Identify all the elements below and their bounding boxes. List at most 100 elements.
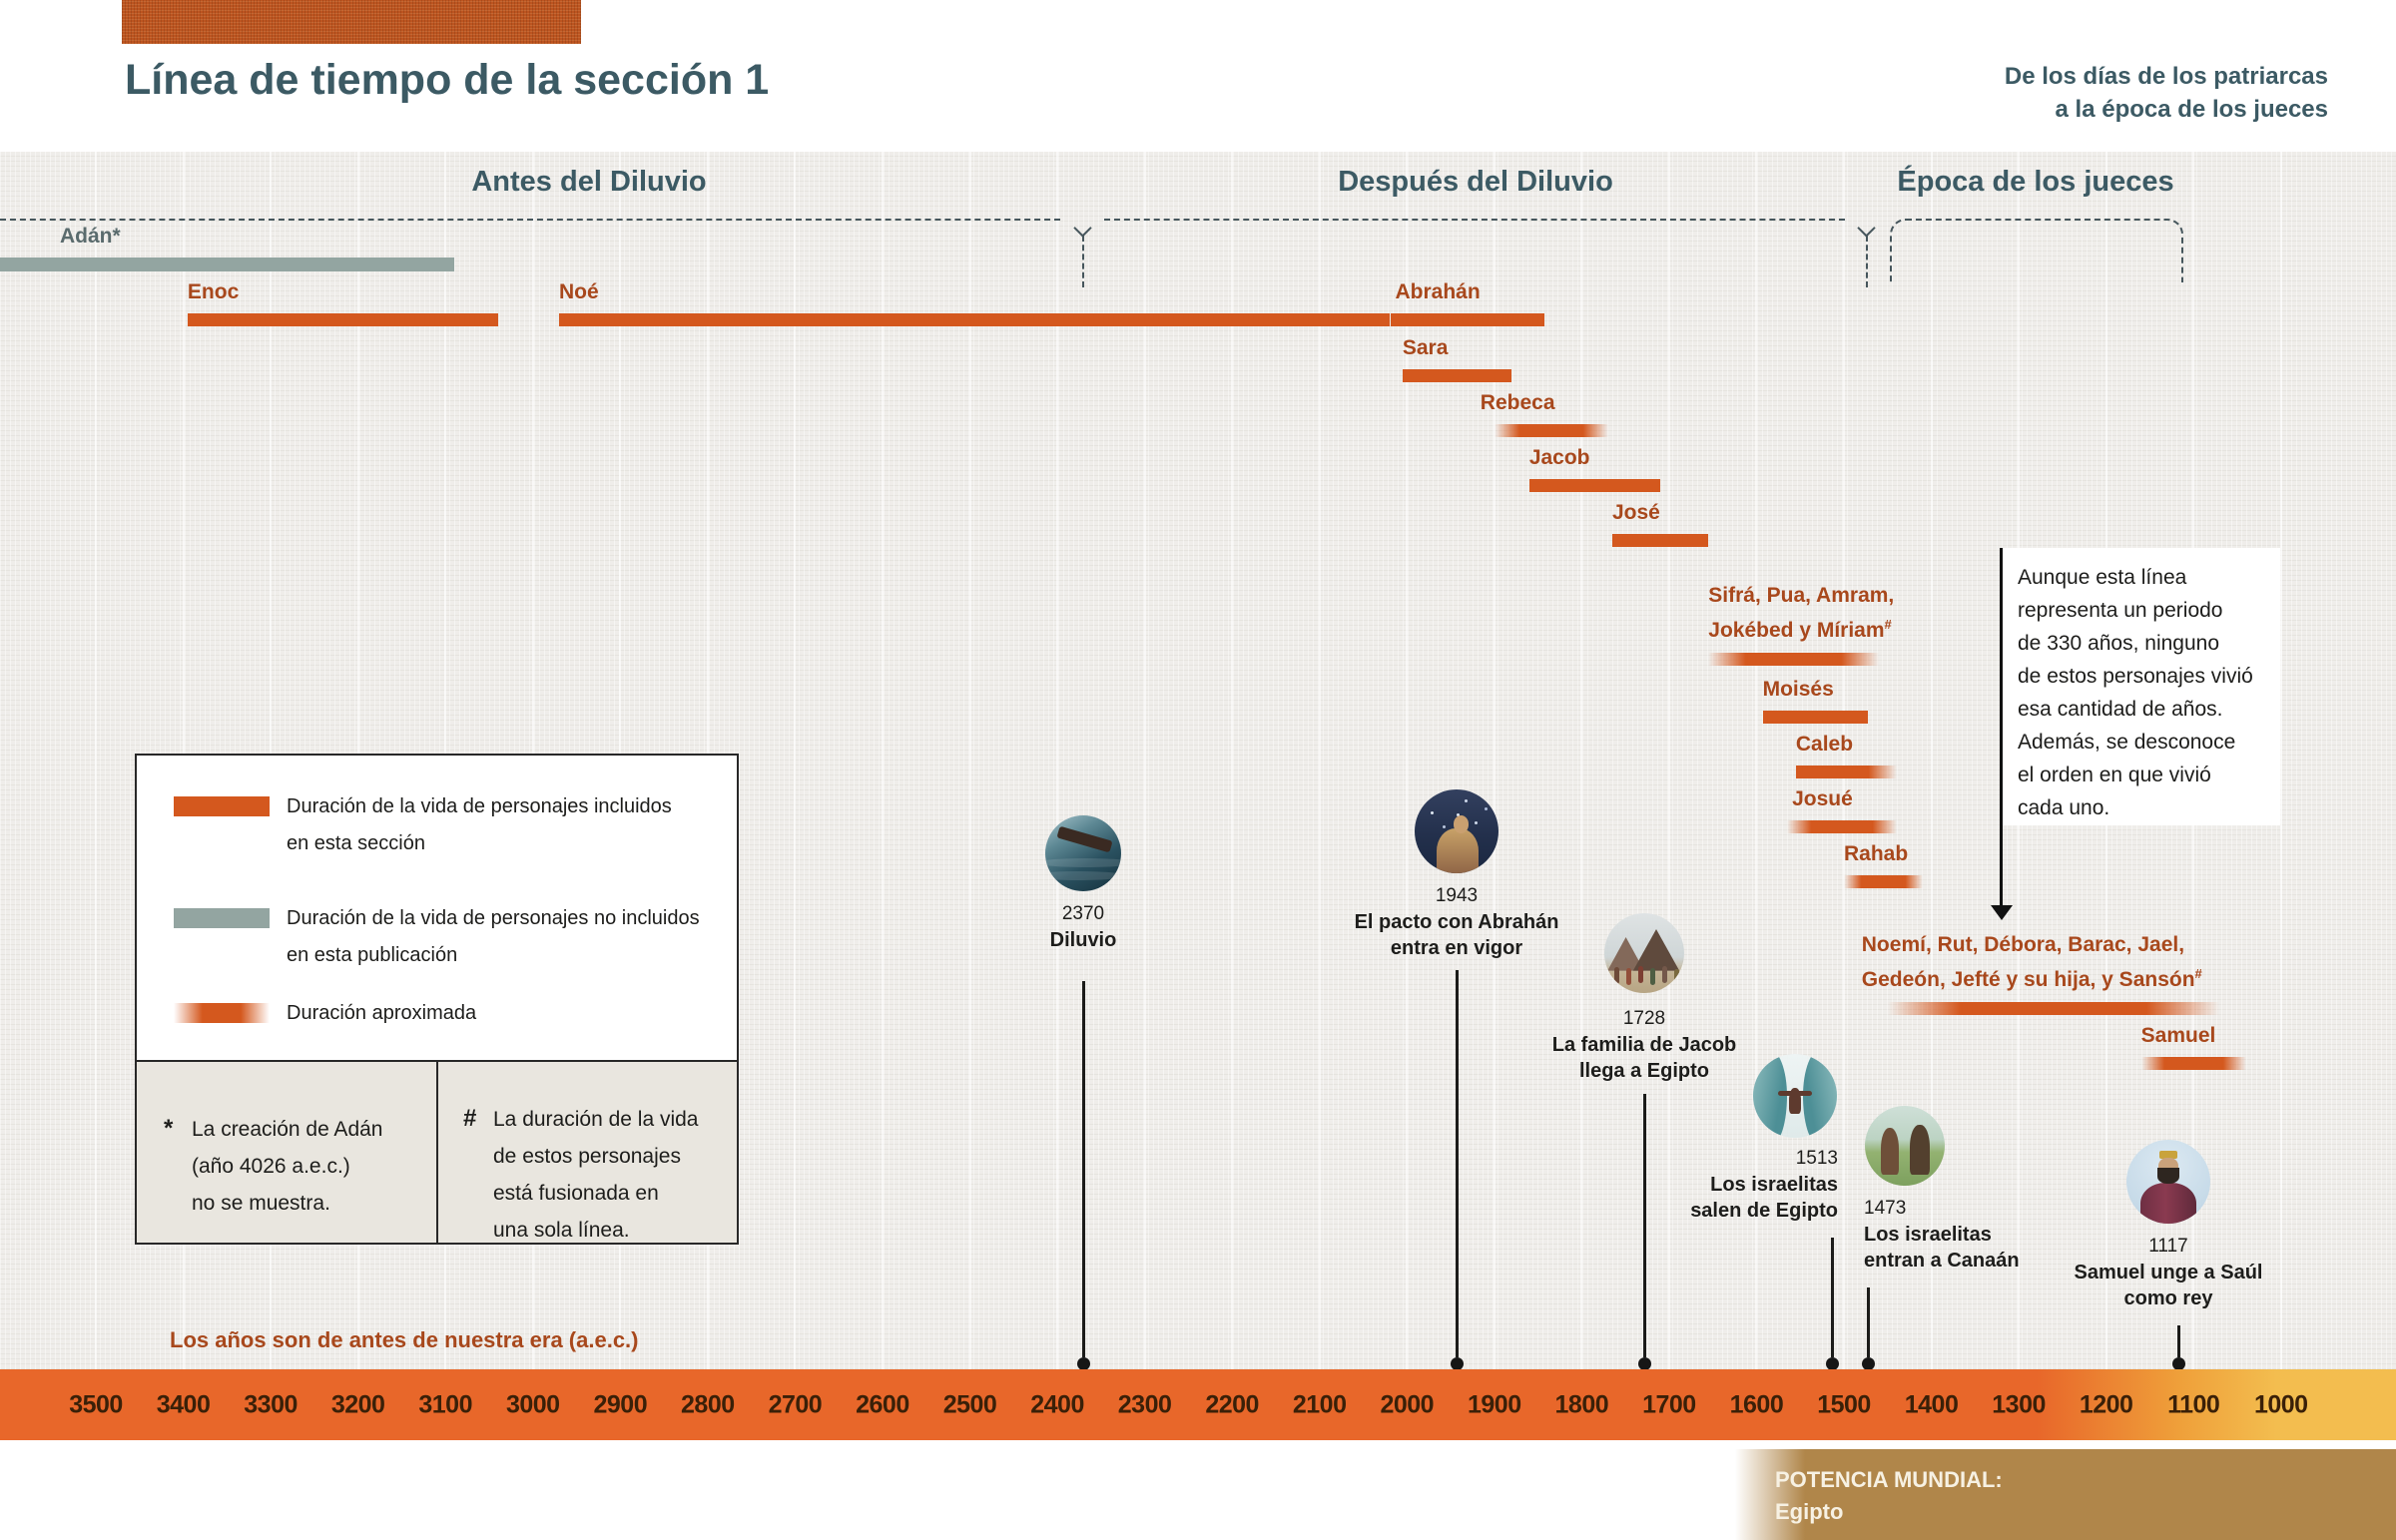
lifespan-bar-jose — [1611, 534, 1709, 547]
footnote-marker-1: * — [164, 1115, 174, 1142]
brand-color-block — [122, 0, 581, 44]
era-bracket-antes-line — [0, 219, 1060, 221]
event-text-1943: 1943 El pacto con Abrahán entra en vigor — [1354, 885, 1559, 959]
event-dot-1513 — [1825, 1357, 1839, 1370]
era-header-2: Después del Diluvio — [1338, 166, 1613, 198]
lifespan-label-jacob: Jacob — [1528, 446, 1590, 469]
legend-swatch-solid_gray — [174, 908, 270, 928]
axis-tick-2100: 2100 — [1292, 1390, 1347, 1418]
axis-note: Los años son de antes de nuestra era (a.… — [170, 1327, 639, 1352]
event-line-1513 — [1830, 1238, 1834, 1357]
grid-column-2100 — [1318, 152, 1321, 1369]
axis-tick-2500: 2500 — [942, 1390, 997, 1418]
header-subtitle: De los días de los patriarcas a la época… — [2005, 60, 2328, 126]
event-image-arca-diluvio — [1045, 815, 1121, 891]
event-line-1943 — [1455, 970, 1459, 1357]
grid-column-1800 — [1580, 152, 1583, 1369]
grid-column-2300 — [1143, 152, 1146, 1369]
lifespan-bar-sifra — [1708, 653, 1880, 666]
event-line-2370 — [1081, 981, 1085, 1357]
axis-tick-1300: 1300 — [1992, 1390, 2046, 1418]
lifespan-label-noemi: Noemí, Rut, Débora, Barac, Jael, Gedeón, … — [1861, 933, 2202, 991]
axis-tick-1800: 1800 — [1554, 1390, 1609, 1418]
judges-period-note: Aunque esta línea representa un periodo de… — [2001, 548, 2280, 825]
lifespan-label-josue: Josué — [1792, 787, 1853, 810]
event-line-1728 — [1642, 1094, 1646, 1357]
lifespan-bar-noemi — [1887, 1002, 2220, 1015]
axis-tick-3300: 3300 — [244, 1390, 298, 1418]
legend-box: Duración de la vida de personajes inclui… — [135, 754, 739, 1245]
subtitle-line-1: De los días de los patriarcas — [2004, 63, 2328, 90]
event-image-saul-rey — [2126, 1140, 2210, 1224]
event-dot-1117 — [2171, 1357, 2185, 1370]
subtitle-line-2: a la época de los jueces — [2055, 96, 2328, 123]
event-text-2370: 2370 Diluvio — [1049, 903, 1117, 951]
lifespan-label-sifra: Sifrá, Pua, Amram, Jokébed y Míriam# — [1708, 584, 1895, 642]
lifespan-label-abrahan: Abrahán — [1395, 280, 1481, 303]
lifespan-bar-noe — [559, 313, 1390, 326]
era-bracket-antes-end — [1082, 236, 1084, 287]
note-arrow-line — [2000, 548, 2003, 907]
legend-swatch-approx_orange — [174, 1003, 270, 1023]
axis-tick-3500: 3500 — [69, 1390, 123, 1418]
axis-tick-2600: 2600 — [856, 1390, 909, 1418]
axis-band: 3500 3400 3300 3200 3100 3000 2900 2800 2700 2600… — [0, 1369, 2396, 1440]
era-bracket-jueces — [1890, 219, 2183, 282]
era-header-1: Antes del Diluvio — [471, 166, 707, 198]
event-text-1728: 1728 La familia de Jacob llega a Egipto — [1551, 1008, 1737, 1082]
event-line-1117 — [2176, 1325, 2180, 1357]
axis-tick-2700: 2700 — [768, 1390, 823, 1418]
lifespan-label-enoc: Enoc — [187, 280, 240, 303]
axis-tick-2000: 2000 — [1380, 1390, 1435, 1418]
world-power-value: Egipto — [1775, 1499, 1844, 1524]
legend-text-1: Duración de la vida de personajes inclui… — [287, 795, 672, 854]
event-dot-1473 — [1861, 1357, 1875, 1370]
event-dot-2370 — [1076, 1357, 1090, 1370]
world-power-band: POTENCIA MUNDIAL: Egipto — [1735, 1449, 2396, 1540]
axis-tick-2400: 2400 — [1030, 1390, 1084, 1418]
lifespan-bar-adan — [0, 257, 454, 271]
grid-column-2000 — [1406, 152, 1409, 1369]
lifespan-label-rebeca: Rebeca — [1480, 391, 1555, 414]
axis-tick-1100: 1100 — [2167, 1390, 2220, 1418]
grid-column-1900 — [1493, 152, 1496, 1369]
lifespan-bar-abrahan — [1391, 313, 1544, 326]
era-bracket-despues-end — [1866, 236, 1868, 287]
grid-column-1600 — [1755, 152, 1758, 1369]
world-power-label: POTENCIA MUNDIAL: — [1775, 1467, 2003, 1492]
lifespan-bar-jacob — [1528, 479, 1661, 492]
event-dot-1943 — [1450, 1357, 1464, 1370]
axis-tick-3400: 3400 — [156, 1390, 211, 1418]
legend-text-2: Duración de la vida de personajes no inc… — [287, 907, 700, 966]
grid-column-1000 — [2279, 152, 2282, 1369]
lifespan-label-rahab: Rahab — [1844, 842, 1909, 865]
lifespan-label-samuel: Samuel — [2140, 1024, 2216, 1047]
event-text-1473: 1473 Los israelitas entran a Canaán — [1864, 1198, 2020, 1272]
axis-tick-1700: 1700 — [1642, 1390, 1696, 1418]
lifespan-label-sara: Sara — [1402, 336, 1449, 359]
lifespan-bar-josue — [1787, 820, 1897, 833]
grid-column-1500 — [1843, 152, 1845, 1369]
axis-tick-3000: 3000 — [505, 1390, 560, 1418]
down-arrow-icon — [1991, 905, 2013, 920]
footnote-divider — [436, 1060, 438, 1243]
footnote-text-2: La duración de la vida de estos personaje… — [493, 1108, 699, 1242]
event-text-1513: 1513 Los israelitas salen de Egipto — [1690, 1148, 1838, 1222]
grid-column-2200 — [1231, 152, 1234, 1369]
lifespan-bar-samuel — [2140, 1057, 2246, 1070]
axis-tick-1500: 1500 — [1817, 1390, 1871, 1418]
axis-tick-3100: 3100 — [418, 1390, 472, 1418]
lifespan-label-caleb: Caleb — [1795, 733, 1854, 756]
grid-column-2500 — [968, 152, 971, 1369]
axis-tick-1400: 1400 — [1904, 1390, 1959, 1418]
lifespan-bar-rahab — [1844, 875, 1923, 888]
event-image-israelitas-canaan — [1865, 1106, 1945, 1186]
axis-tick-1600: 1600 — [1729, 1390, 1784, 1418]
axis-tick-2300: 2300 — [1117, 1390, 1172, 1418]
lifespan-label-moises: Moisés — [1762, 678, 1834, 701]
lifespan-bar-enoc — [187, 313, 498, 326]
axis-tick-2200: 2200 — [1205, 1390, 1259, 1418]
event-image-mar-rojo-dividido — [1753, 1054, 1837, 1138]
grid-column-2700 — [794, 152, 797, 1369]
